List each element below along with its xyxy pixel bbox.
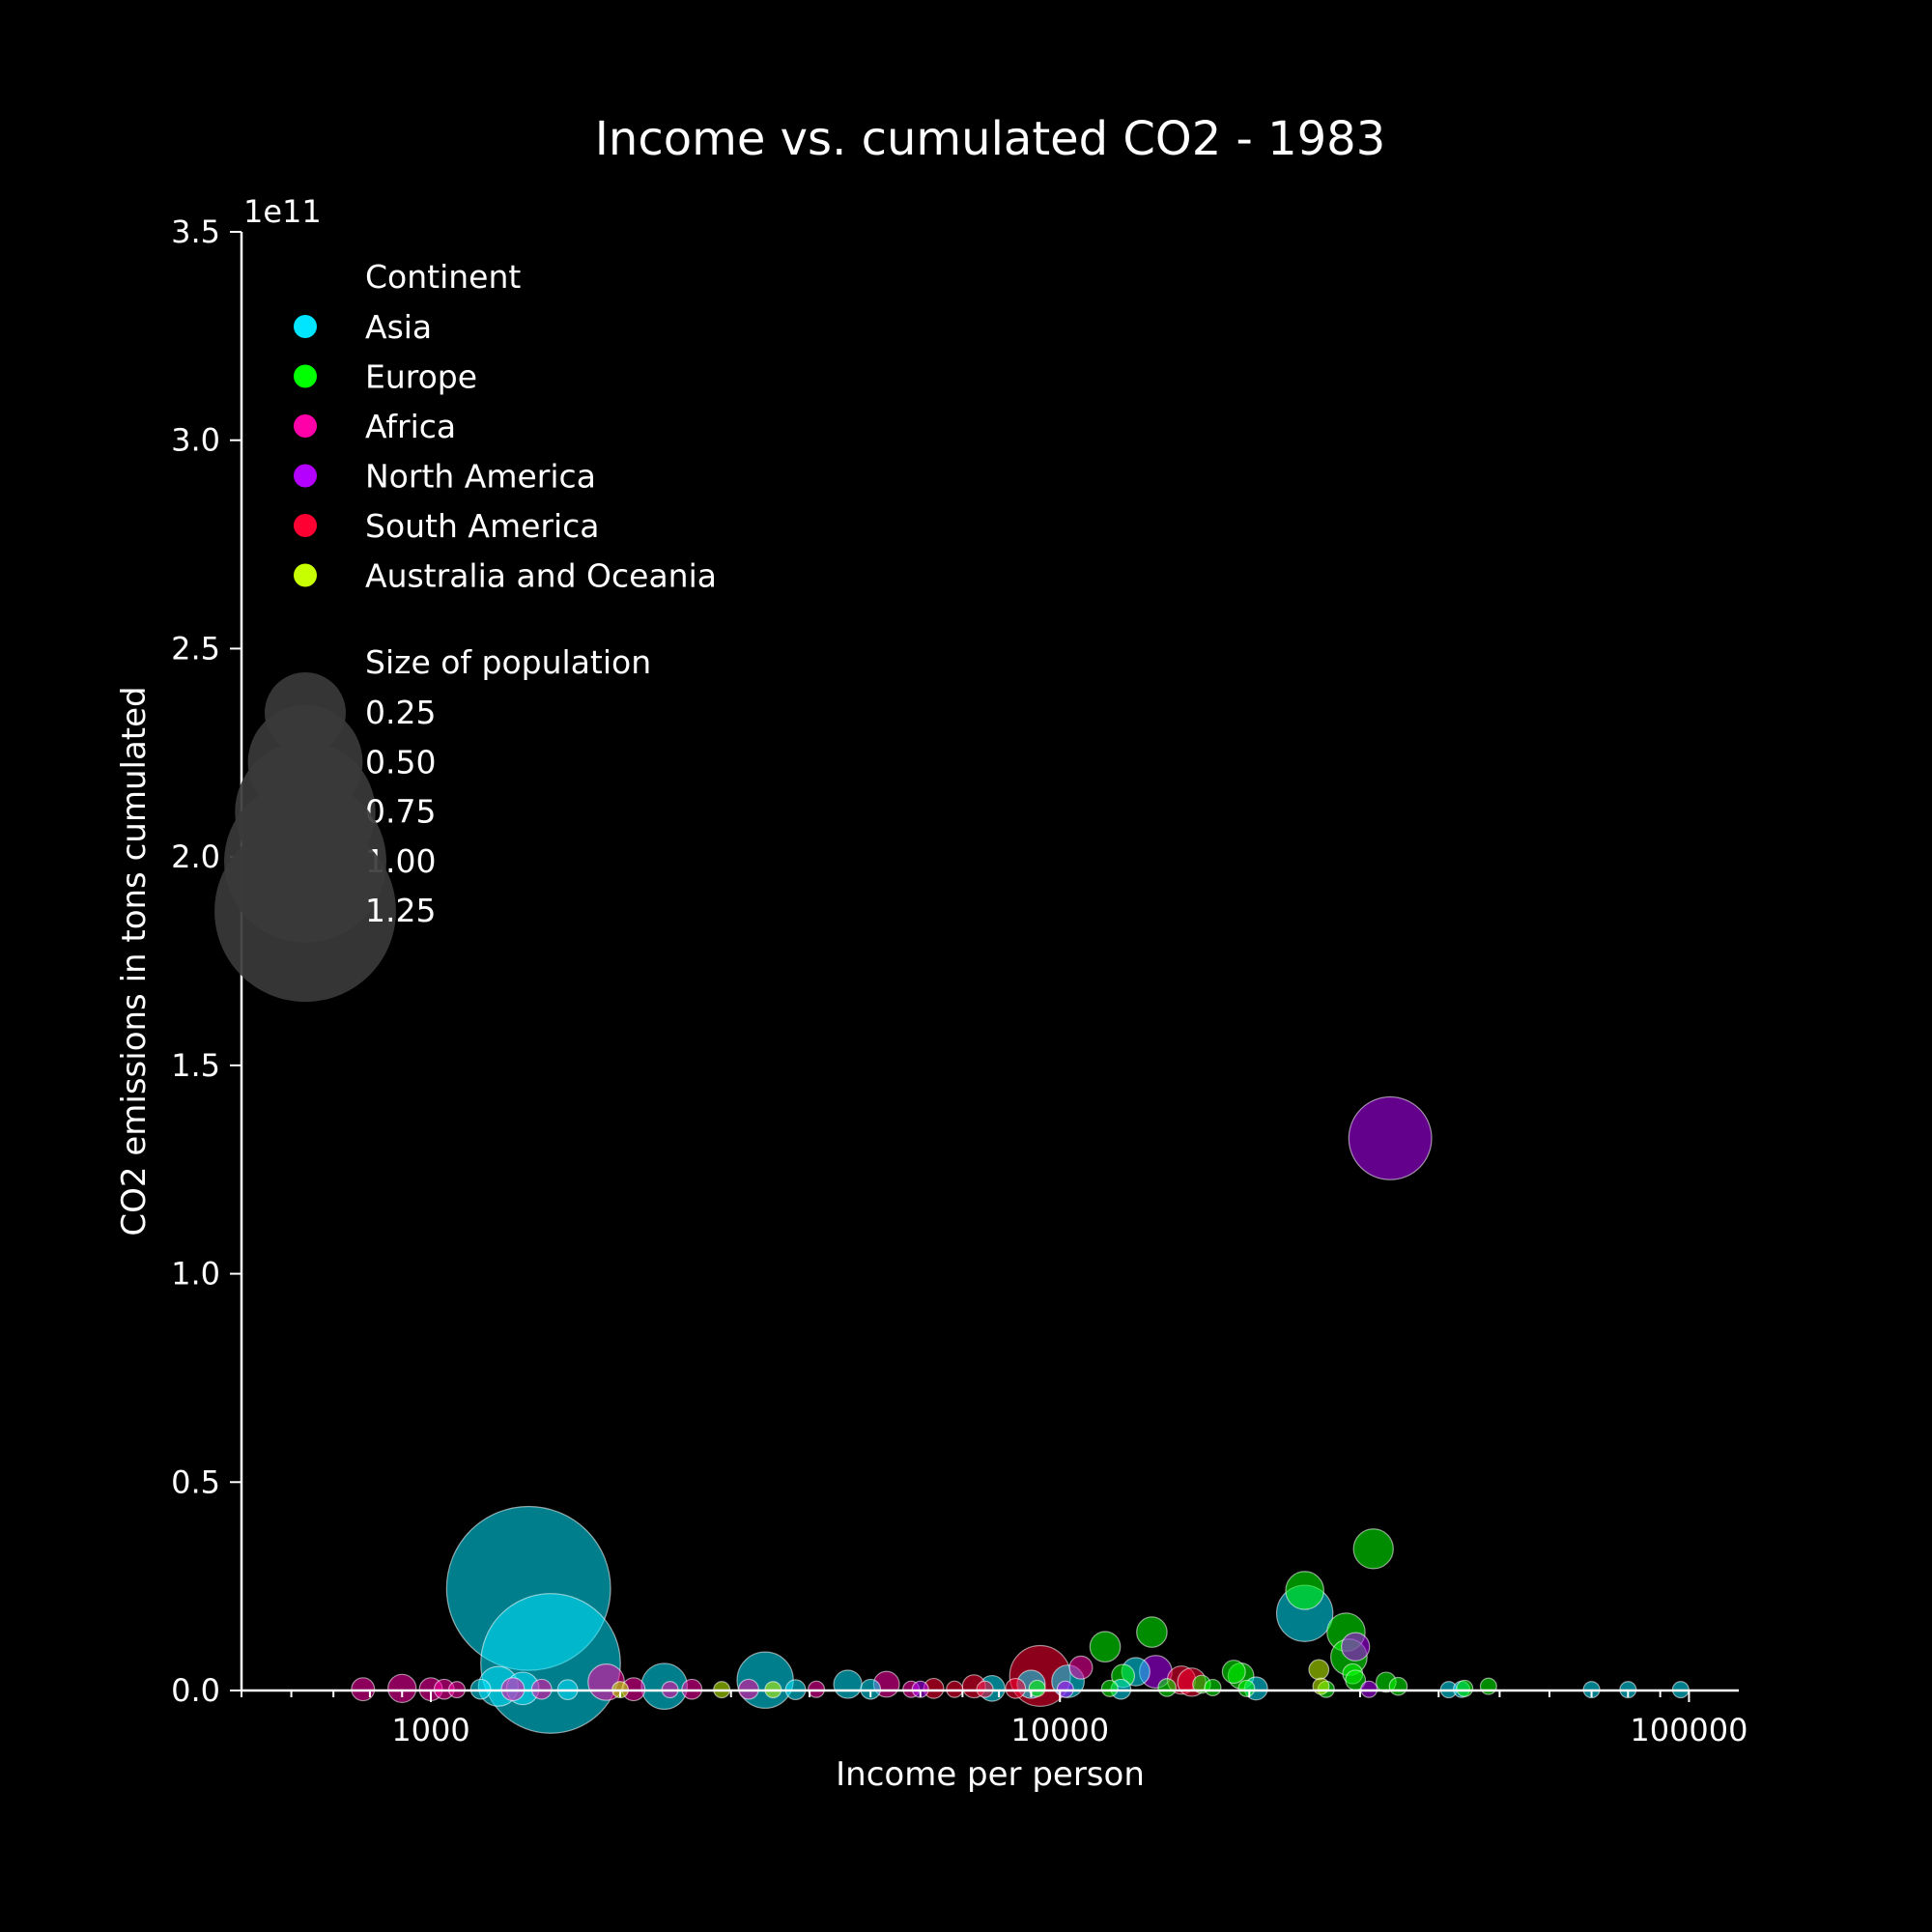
legend-marker-africa [294,414,317,438]
legend-marker-south-america [294,514,317,537]
y-tick-label: 1.0 [171,1256,220,1293]
data-point-africa [1068,1655,1094,1680]
data-point-south-america [946,1680,964,1698]
legend-size-label: 0.50 [365,743,436,781]
legend-marker-europe [294,364,317,388]
data-point-europe [1352,1528,1394,1570]
x-tick-label: 1000 [391,1712,469,1748]
data-point-europe [1285,1571,1324,1610]
data-point-africa [808,1680,826,1698]
data-point-north-america [1056,1680,1074,1698]
legend-size-marker [214,820,396,1003]
data-point-africa [500,1677,526,1702]
legend-continent-title: Continent [365,258,521,296]
data-point-australia-and-oceania [1312,1677,1330,1695]
legend-label: Africa [365,408,456,445]
legend-continent-entries: Asia Europe Africa North America South Ameri… [294,308,717,595]
legend: Continent Asia Europe Africa North America S… [214,258,717,1003]
data-point-asia [469,1678,492,1700]
legend-marker-asia [294,315,317,338]
data-point-europe [1204,1678,1222,1696]
x-tick-label: 10000 [1010,1712,1109,1748]
x-axis-ticks: 1000 10000 100000 [241,1690,1748,1748]
legend-label: Europe [365,358,477,396]
y-axis-offset-label: 1e11 [243,193,322,230]
data-point-asia [860,1678,882,1700]
y-tick-label: 1.5 [171,1047,220,1084]
data-point-africa [738,1678,759,1700]
data-point-australia-and-oceania [1308,1659,1330,1681]
y-axis-label: CO2 emissions in tons cumulated [115,686,154,1236]
data-point-europe [1388,1676,1408,1696]
y-tick-label: 0.0 [171,1672,220,1709]
x-axis-label: Income per person [836,1755,1145,1794]
data-point-north-america [911,1680,929,1698]
legend-label: Asia [365,308,432,346]
data-point-asia [833,1669,863,1699]
data-point-europe [1089,1631,1122,1663]
y-axis-ticks: 0.0 0.5 1.0 1.5 2.0 2.5 3.0 3.5 [171,213,242,1709]
data-point-south-america [1005,1677,1027,1699]
legend-marker-north-america [294,464,317,488]
y-tick-label: 0.5 [171,1463,220,1500]
y-tick-label: 2.0 [171,838,220,875]
data-point-europe [1157,1678,1177,1697]
data-point-europe [1456,1679,1474,1697]
legend-size-entries: 0.250.500.751.001.25 [214,672,436,1003]
data-point-north-america [1348,1095,1433,1180]
data-point-africa [351,1677,376,1702]
data-point-europe [1237,1679,1256,1697]
y-tick-label: 3.0 [171,422,220,459]
data-point-north-america [1341,1632,1371,1662]
legend-label: North America [365,458,596,496]
data-point-asia [480,1593,621,1734]
legend-label: South America [365,507,600,545]
data-point-europe [1028,1679,1046,1697]
data-point-europe [1221,1660,1246,1685]
data-point-africa [681,1678,703,1700]
data-point-europe [1100,1679,1119,1697]
data-point-europe [1479,1677,1497,1695]
y-tick-label: 2.5 [171,630,220,667]
chart-title: Income vs. cumulated CO2 - 1983 [595,112,1385,166]
legend-size-title: Size of population [365,643,651,681]
legend-size-label: 0.25 [365,694,436,731]
legend-size-label: 1.25 [365,892,436,929]
y-tick-label: 3.5 [171,213,220,250]
legend-label: Australia and Oceania [365,557,717,595]
data-point-north-america [1360,1680,1378,1698]
data-point-south-america [976,1680,994,1698]
data-point-africa [387,1673,417,1703]
x-tick-label: 100000 [1630,1712,1747,1748]
data-point-africa [530,1678,553,1700]
data-point-europe [1136,1616,1168,1648]
legend-marker-australia-and-oceania [294,563,317,587]
